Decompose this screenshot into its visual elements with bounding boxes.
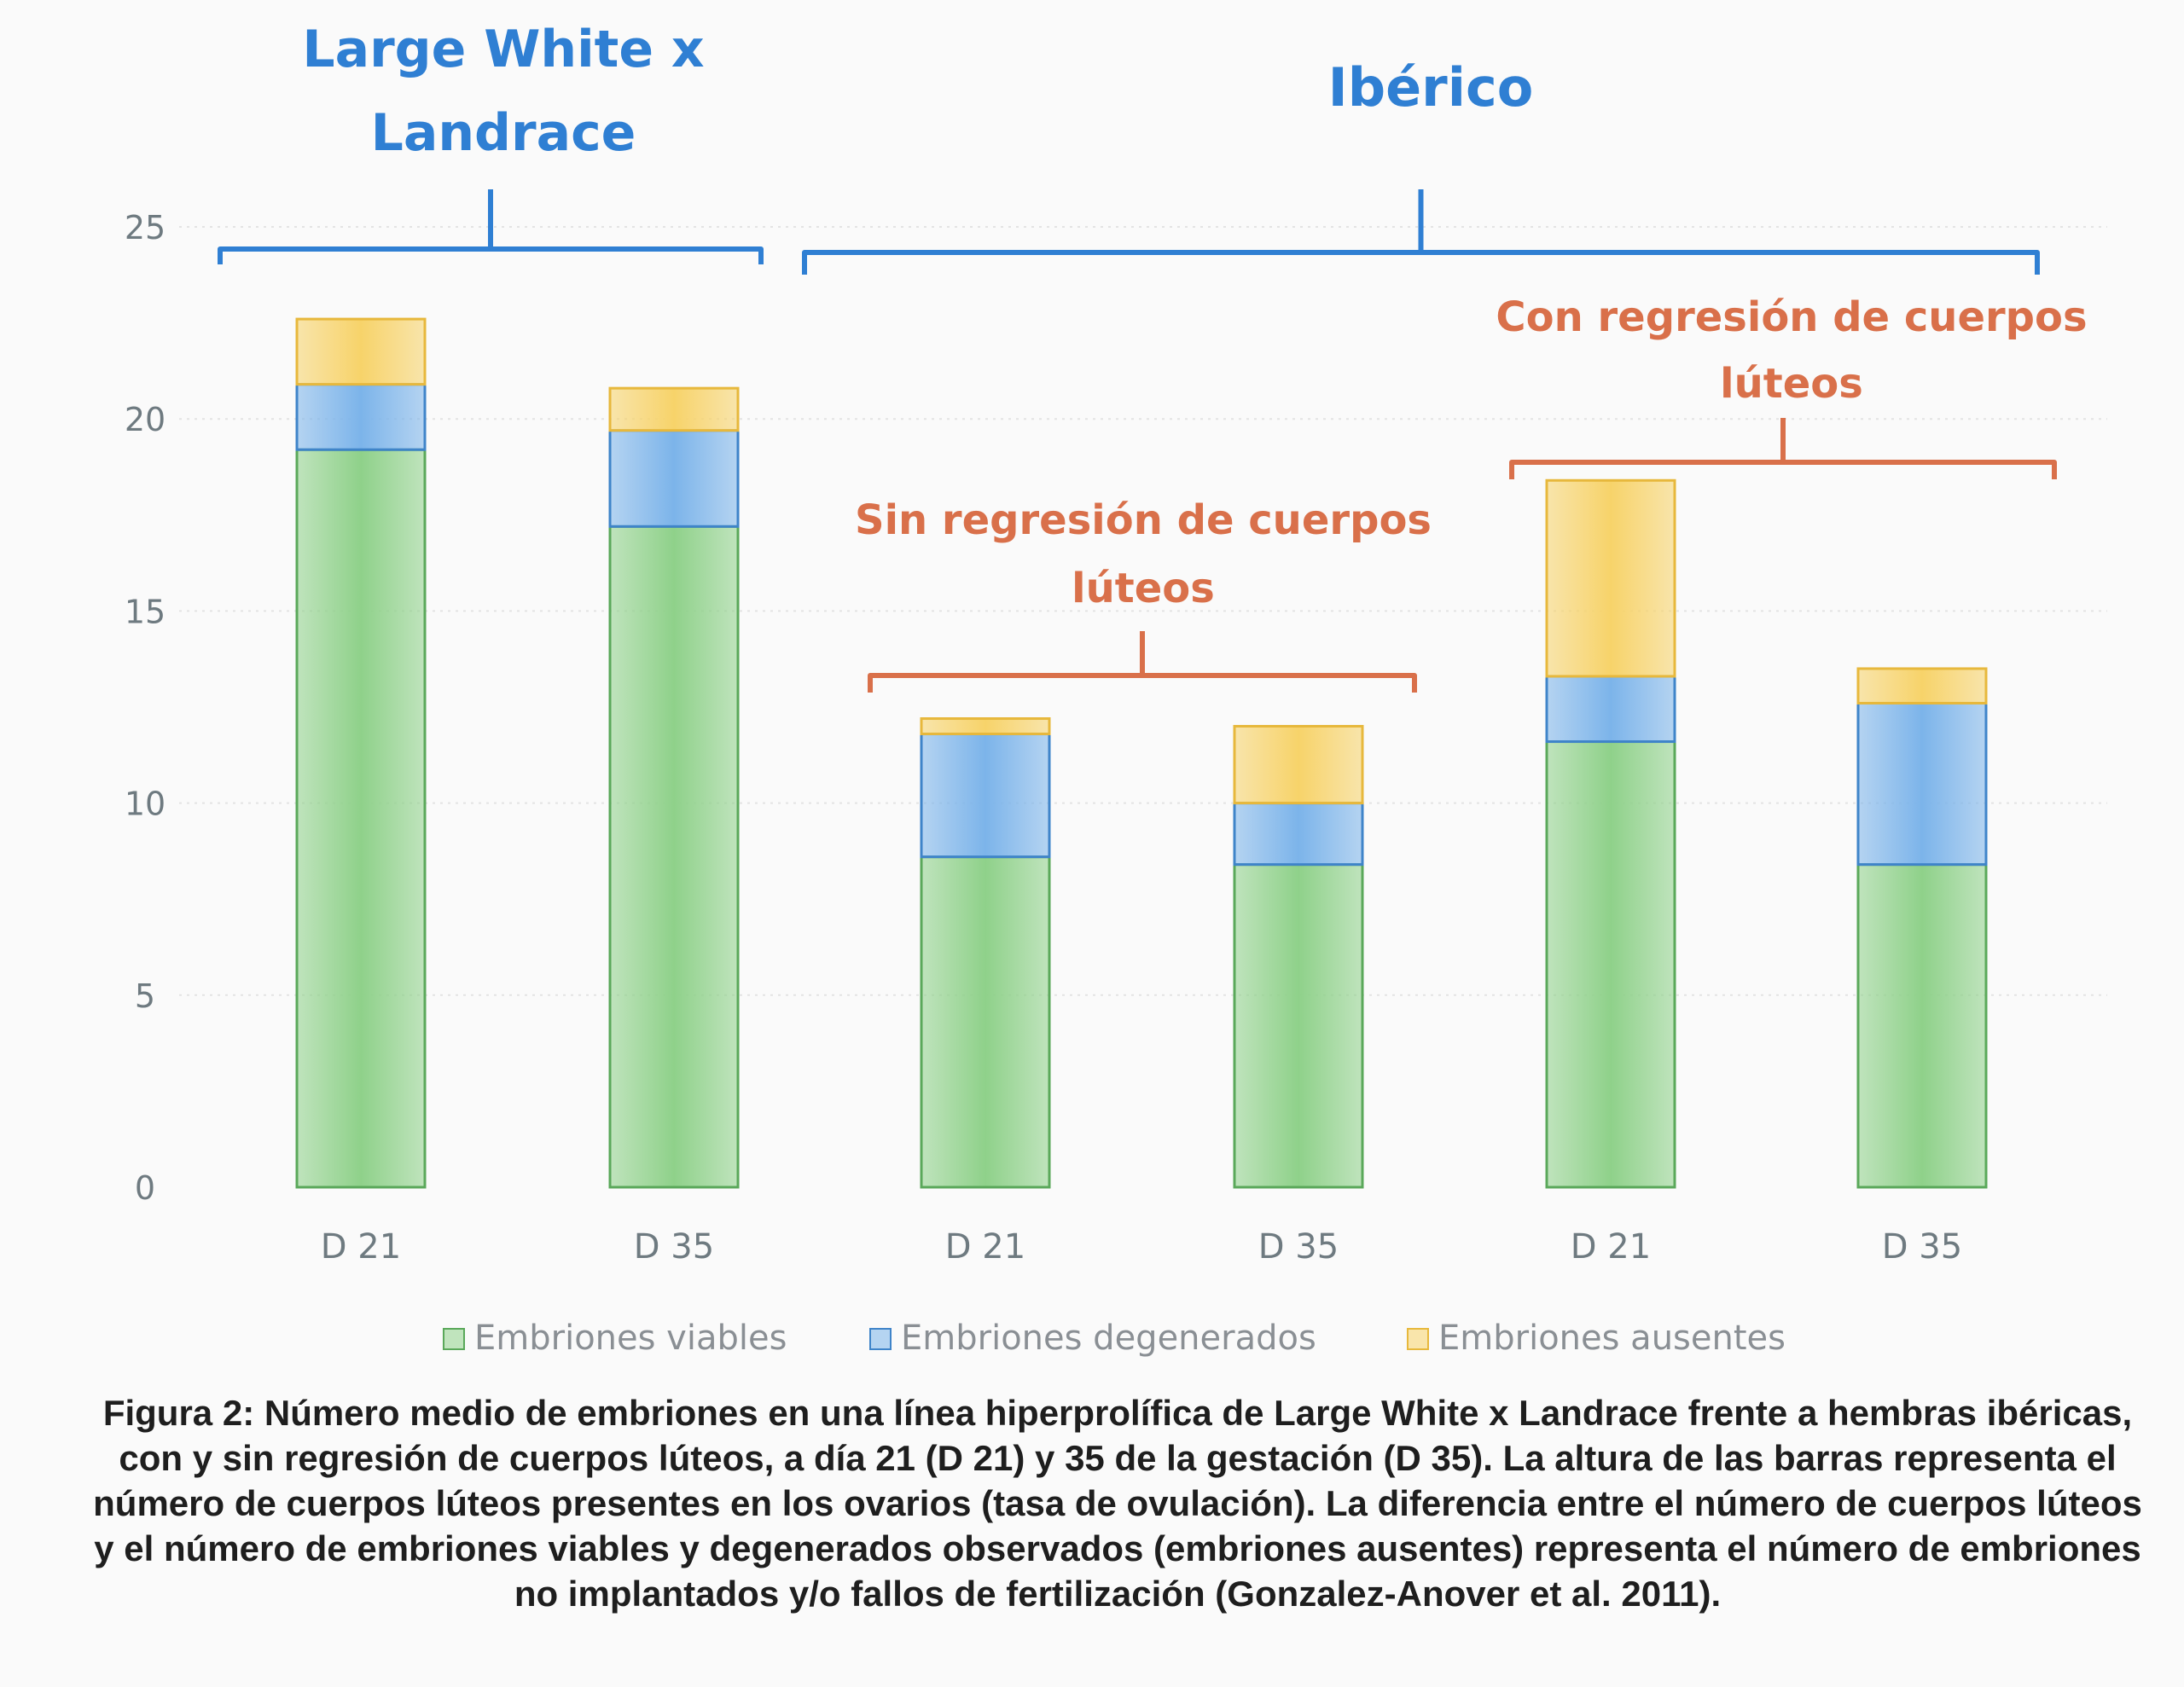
bar-segment-embriones-ausentes [1545,478,1676,678]
caption-text: Número medio de embriones en una línea h… [93,1393,2142,1614]
bar-segment-embriones-ausentes [1856,667,1988,704]
bar-segment-embriones-degenerados [1545,675,1676,744]
x-category-label: D 21 [1571,1227,1651,1267]
bar-segment-embriones-degenerados [1233,802,1364,867]
y-tick-label: 0 [135,1169,155,1207]
group-bracket [218,246,764,264]
group-label-iberico: Ibérico [1328,56,1534,119]
y-tick-label: 20 [125,401,166,438]
subgroup-label-sin-regresion: Sin regresión de cuerpos [855,496,1432,544]
legend-label: Embriones viables [474,1319,787,1358]
subgroup-label-con-regresion-line2: lúteos [1720,360,1863,408]
subgroup-label-sin-regresion-line2: lúteos [1072,565,1215,612]
bar-segment-embriones-ausentes [295,317,427,386]
group-bracket [802,250,2040,275]
figure-caption: Figura 2: Número medio de embriones en u… [85,1390,2150,1616]
legend-label: Embriones ausentes [1438,1319,1786,1358]
group-label-large-white-landrace: Large White x [302,20,704,79]
x-category-label: D 35 [634,1227,714,1267]
legend-swatch [869,1328,892,1350]
subgroup-bracket [1509,460,2057,479]
caption-label: Figura 2: [102,1393,255,1433]
stacked-bar-chart: 0 5 10 15 20 25 D 21 D 35 D 21 D 35 D 21 D 35 Large … [125,20,2107,1358]
bar-segment-embriones-ausentes [920,717,1051,736]
subgroup-label-con-regresion: Con regresión de cuerpos [1496,293,2087,341]
bar-segment-embriones-viables [608,525,740,1189]
bar-segment-embriones-viables [920,855,1051,1189]
bar-segment-embriones-degenerados [608,429,740,528]
y-tick-label: 10 [125,786,166,823]
bar-segment-embriones-degenerados [295,383,427,451]
x-category-label: D 21 [945,1227,1025,1267]
y-tick-label: 5 [135,977,155,1015]
bar-segment-embriones-viables [1856,863,1988,1189]
bar-segment-embriones-viables [295,448,427,1189]
legend-swatch [443,1328,465,1350]
bar-segment-embriones-viables [1545,740,1676,1189]
bar-segment-embriones-ausentes [608,386,740,432]
bar-segment-embriones-ausentes [1233,725,1364,805]
legend-label: Embriones degenerados [901,1319,1316,1358]
x-category-label: D 35 [1258,1227,1339,1267]
bar-segment-embriones-degenerados [920,733,1051,859]
legend-swatch [1407,1328,1429,1350]
subgroup-bracket [868,673,1417,693]
x-category-label: D 21 [321,1227,401,1267]
y-tick-label: 25 [125,209,166,246]
bar-segment-embriones-viables [1233,863,1364,1189]
group-label-large-white-landrace-line2: Landrace [371,103,636,163]
x-category-label: D 35 [1882,1227,1962,1267]
y-tick-label: 15 [125,593,166,630]
bar-segment-embriones-degenerados [1856,701,1988,867]
